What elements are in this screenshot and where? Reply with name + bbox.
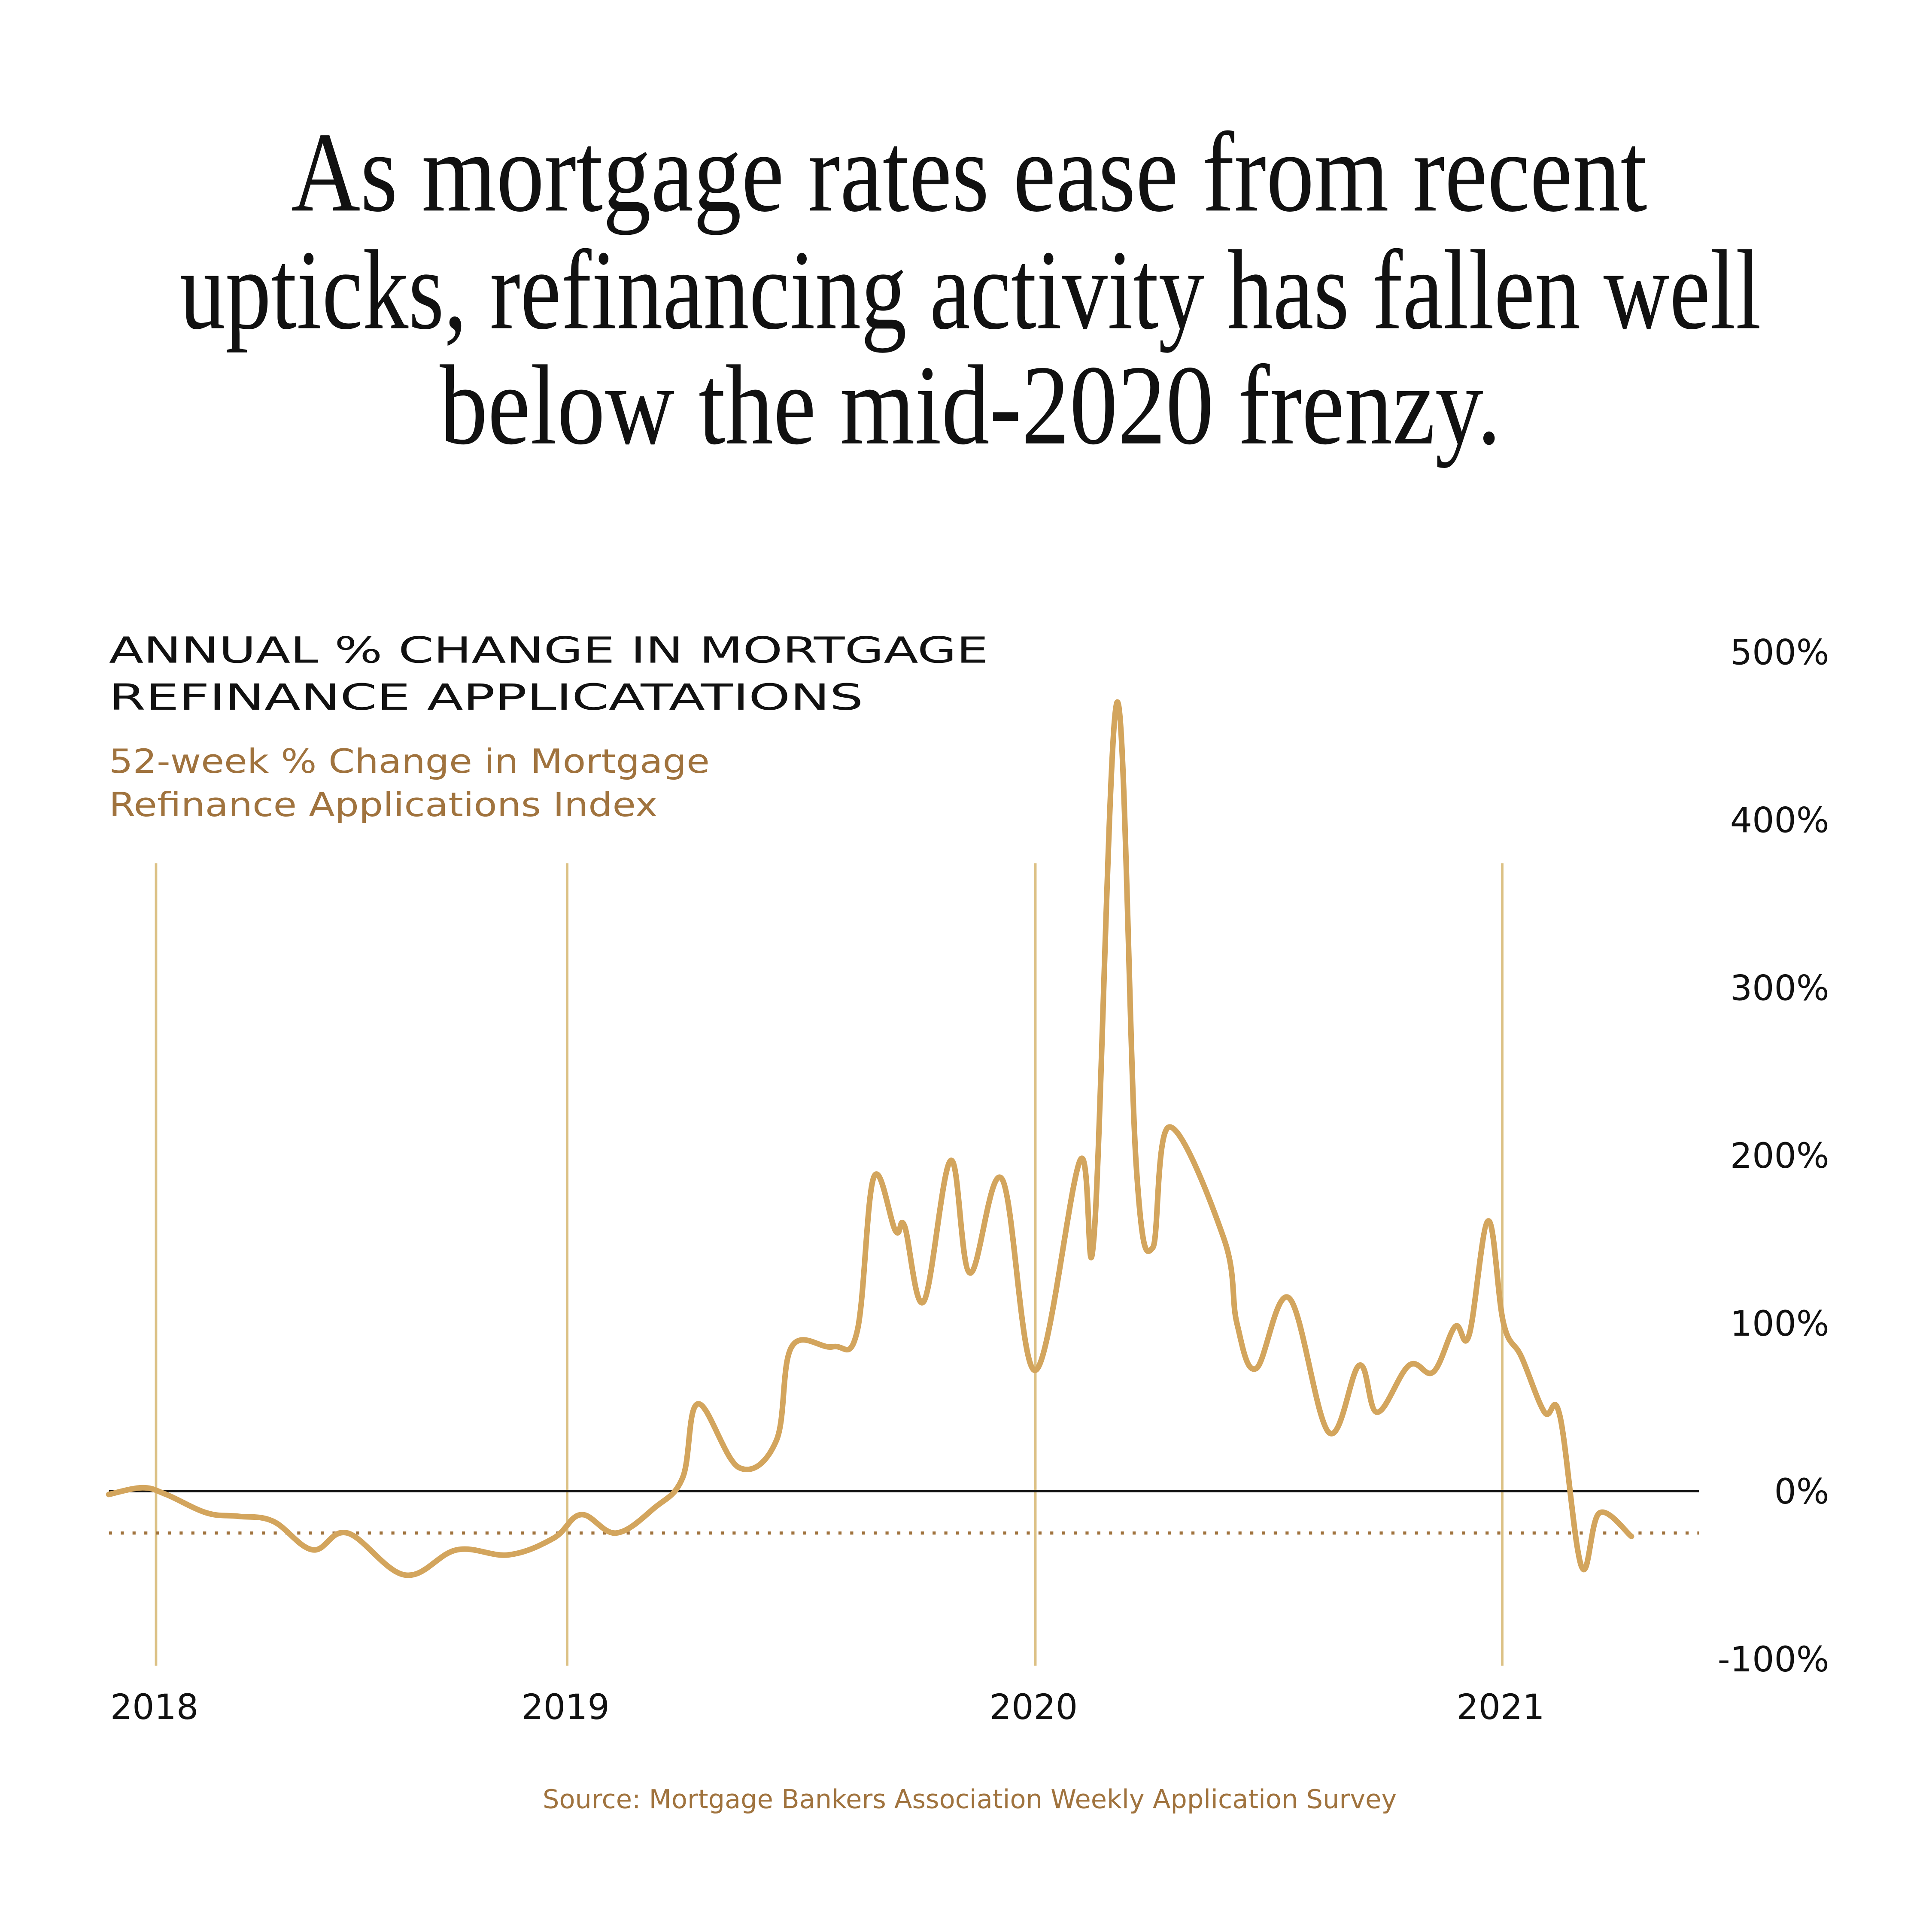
y-tick-label: 100% [1730,1304,1829,1344]
series-line [106,699,1634,1578]
series-label-line-2: Refinance Applications Index [109,786,658,824]
x-tick-label: 2021 [1456,1687,1545,1728]
headline-line-1: As mortgage rates ease from recent [291,109,1647,235]
y-tick-label: 200% [1730,1136,1829,1176]
y-tick-label: -100% [1718,1640,1829,1680]
headline-line-2: upticks, refinancing activity has fallen… [179,227,1761,353]
y-tick-label: 300% [1730,968,1829,1009]
series-label-line-1: 52-week % Change in Mortgage [109,742,710,781]
y-tick-label: 500% [1730,633,1829,673]
x-tick-label: 2018 [110,1687,199,1728]
x-tick-label: 2019 [521,1687,610,1728]
chart-title-line-2: REFINANCE APPLICATATIONS [109,676,863,718]
x-tick-label: 2020 [990,1687,1078,1728]
y-tick-label: 0% [1774,1472,1829,1512]
headline-line-3: below the mid-2020 frenzy. [440,343,1501,468]
chart-title-line-1: ANNUAL % CHANGE IN MORTGAGE [109,629,988,671]
y-tick-label: 400% [1730,800,1829,841]
source-note: Source: Mortgage Bankers Association Wee… [543,1785,1397,1815]
